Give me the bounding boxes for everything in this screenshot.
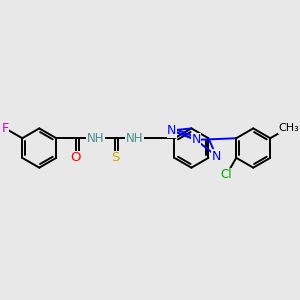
Text: NH: NH (87, 132, 104, 145)
Text: N: N (212, 150, 221, 163)
Text: Cl: Cl (220, 168, 232, 182)
Text: O: O (71, 152, 81, 164)
Text: CH₃: CH₃ (279, 123, 300, 134)
Text: N: N (191, 134, 201, 146)
Text: S: S (111, 152, 119, 164)
Text: F: F (2, 122, 9, 135)
Text: N: N (167, 124, 177, 137)
Text: NH: NH (126, 132, 144, 145)
